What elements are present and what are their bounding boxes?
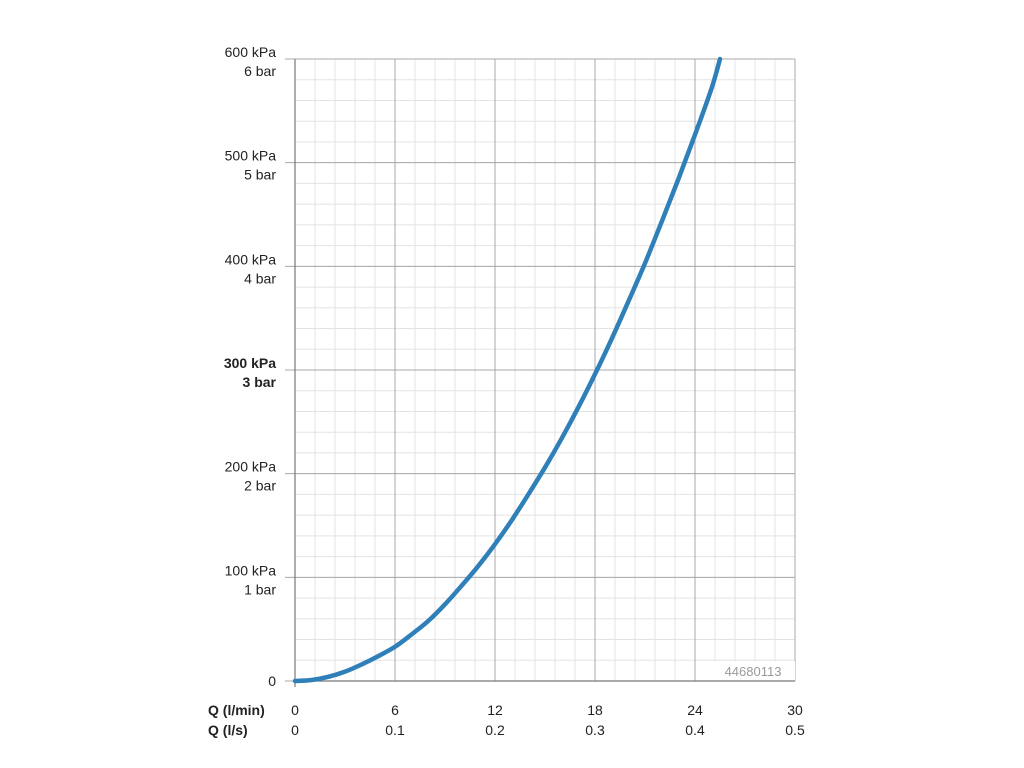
- y-tick-label-bar: 6 bar: [244, 63, 276, 79]
- y-tick-label-bar: 1 bar: [244, 581, 276, 597]
- y-tick-label-bar: 3 bar: [243, 374, 277, 390]
- series-layer: [292, 56, 723, 684]
- x-tick-label-lmin: 30: [787, 702, 803, 718]
- x-tick-label-ls: 0.2: [485, 722, 505, 738]
- y-tick-label-bar: 5 bar: [244, 167, 276, 183]
- x-tick-label-ls: 0: [291, 722, 299, 738]
- y-tick-label-kpa: 0: [268, 673, 276, 689]
- x-tick-label-lmin: 0: [291, 702, 299, 718]
- x-axis-tick-labels: 0 0 6 0.1 12 0.2 18 0.3 24 0.4 30 0.5: [291, 702, 805, 738]
- x-axis-title-secondary: Q (l/s): [208, 722, 248, 738]
- x-tick-label-ls: 0.3: [585, 722, 605, 738]
- chart-id-annotation: 44680113: [725, 664, 782, 679]
- y-tick-label-kpa: 400 kPa: [225, 251, 277, 267]
- x-tick-label-ls: 0.5: [785, 722, 805, 738]
- y-axis-tick-labels: 0 100 kPa 1 bar 200 kPa 2 bar 300 kPa 3 bar 400…: [224, 44, 277, 689]
- y-tick-label-kpa: 600 kPa: [225, 44, 277, 60]
- x-tick-label-lmin: 6: [391, 702, 399, 718]
- major-grid: [285, 58, 796, 682]
- y-tick-label-kpa: 200 kPa: [225, 459, 277, 475]
- x-tick-label-ls: 0.1: [385, 722, 405, 738]
- y-tick-label-kpa: 100 kPa: [225, 562, 277, 578]
- y-tick-label-bar: 4 bar: [244, 270, 276, 286]
- plot-frame: [294, 58, 796, 687]
- x-axis-title-primary: Q (l/min): [208, 702, 265, 718]
- y-tick-label-bar: 2 bar: [244, 478, 276, 494]
- x-tick-label-ls: 0.4: [685, 722, 705, 738]
- y-tick-label-kpa: 500 kPa: [225, 148, 277, 164]
- x-tick-label-lmin: 12: [487, 702, 503, 718]
- x-tick-label-lmin: 24: [687, 702, 703, 718]
- x-tick-label-lmin: 18: [587, 702, 603, 718]
- pressure-loss-curve: [292, 56, 723, 684]
- annotation-background: [711, 661, 795, 680]
- y-tick-label-kpa: 300 kPa: [224, 355, 276, 371]
